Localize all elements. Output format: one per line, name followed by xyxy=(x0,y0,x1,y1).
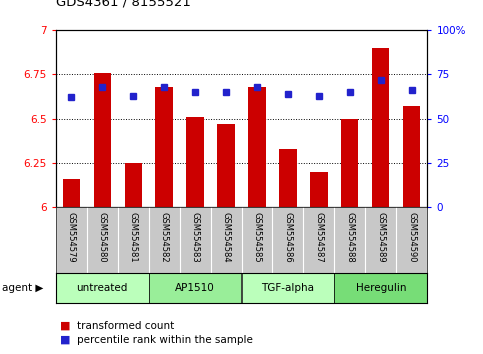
Bar xyxy=(186,117,203,207)
Bar xyxy=(62,179,80,207)
Text: GSM554585: GSM554585 xyxy=(253,212,261,263)
Bar xyxy=(94,73,111,207)
Text: untreated: untreated xyxy=(76,282,128,293)
Text: agent ▶: agent ▶ xyxy=(2,282,44,293)
Text: GSM554588: GSM554588 xyxy=(345,212,355,263)
Text: ■: ■ xyxy=(60,335,71,345)
Text: GSM554584: GSM554584 xyxy=(222,212,230,263)
Text: percentile rank within the sample: percentile rank within the sample xyxy=(77,335,253,345)
Text: GSM554580: GSM554580 xyxy=(98,212,107,263)
Text: TGF-alpha: TGF-alpha xyxy=(261,282,314,293)
Text: GSM554582: GSM554582 xyxy=(159,212,169,263)
Text: GSM554586: GSM554586 xyxy=(284,212,293,263)
Text: GSM554590: GSM554590 xyxy=(408,212,416,263)
Text: transformed count: transformed count xyxy=(77,321,174,331)
Text: AP1510: AP1510 xyxy=(175,282,215,293)
Text: GSM554589: GSM554589 xyxy=(376,212,385,263)
Text: GSM554579: GSM554579 xyxy=(67,212,75,263)
Bar xyxy=(334,273,427,303)
Text: ■: ■ xyxy=(60,321,71,331)
Bar xyxy=(217,124,235,207)
Bar xyxy=(125,163,142,207)
Bar xyxy=(372,48,389,207)
Text: GDS4361 / 8155521: GDS4361 / 8155521 xyxy=(56,0,190,9)
Bar xyxy=(403,106,421,207)
Bar xyxy=(341,119,358,207)
Bar xyxy=(248,87,266,207)
Bar xyxy=(280,149,297,207)
Text: Heregulin: Heregulin xyxy=(355,282,406,293)
Text: GSM554587: GSM554587 xyxy=(314,212,324,263)
Text: GSM554581: GSM554581 xyxy=(128,212,138,263)
Bar xyxy=(242,273,334,303)
Bar xyxy=(149,273,242,303)
Bar xyxy=(156,87,172,207)
Bar xyxy=(56,273,149,303)
Text: GSM554583: GSM554583 xyxy=(190,212,199,263)
Bar xyxy=(311,172,327,207)
